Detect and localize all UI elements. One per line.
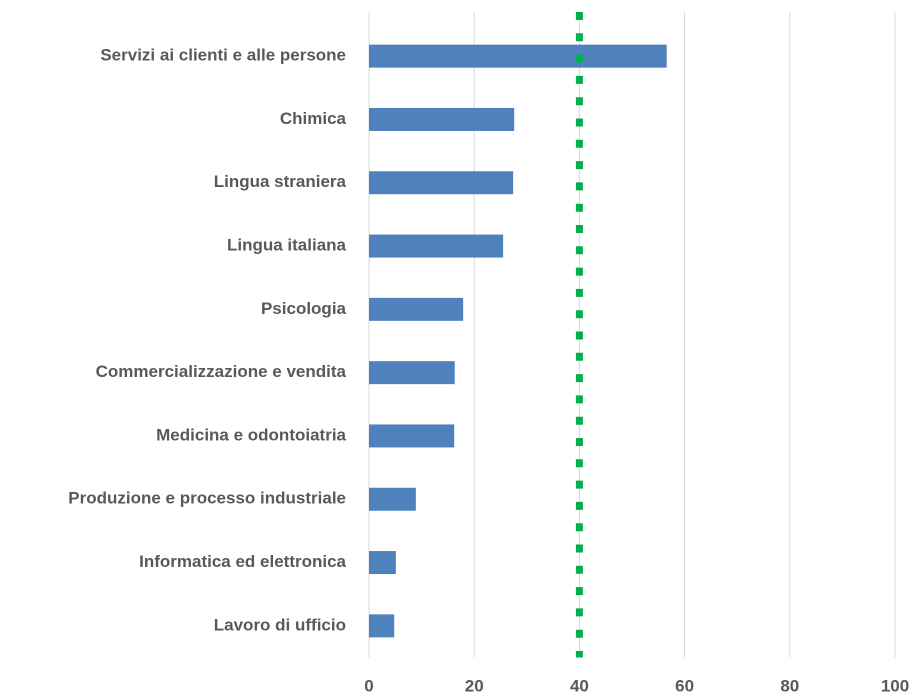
bar — [369, 551, 396, 575]
bar — [369, 171, 514, 195]
bar — [369, 614, 395, 638]
y-tick-label: Produzione e processo industriale — [68, 489, 346, 508]
y-tick-label: Lavoro di ufficio — [214, 615, 346, 634]
y-tick-label: Medicina e odontoiatria — [156, 425, 346, 444]
x-tick-label: 100 — [881, 676, 909, 695]
x-tick-label: 20 — [465, 676, 484, 695]
y-tick-label: Servizi ai clienti e alle persone — [100, 46, 346, 65]
bar — [369, 487, 416, 511]
bar — [369, 297, 464, 321]
x-tick-label: 0 — [364, 676, 373, 695]
y-tick-label: Commercializzazione e vendita — [96, 362, 347, 381]
x-tick-label: 60 — [675, 676, 694, 695]
x-tick-label: 40 — [570, 676, 589, 695]
y-tick-label: Lingua italiana — [227, 236, 347, 255]
y-tick-label: Chimica — [280, 109, 347, 128]
y-tick-label: Psicologia — [261, 299, 347, 318]
y-tick-label: Lingua straniera — [214, 172, 347, 191]
x-tick-label: 80 — [780, 676, 799, 695]
bar — [369, 234, 504, 258]
y-tick-label: Informatica ed elettronica — [139, 552, 346, 571]
bar — [369, 361, 455, 385]
bar — [369, 107, 515, 131]
bar — [369, 44, 667, 68]
bar — [369, 424, 455, 448]
